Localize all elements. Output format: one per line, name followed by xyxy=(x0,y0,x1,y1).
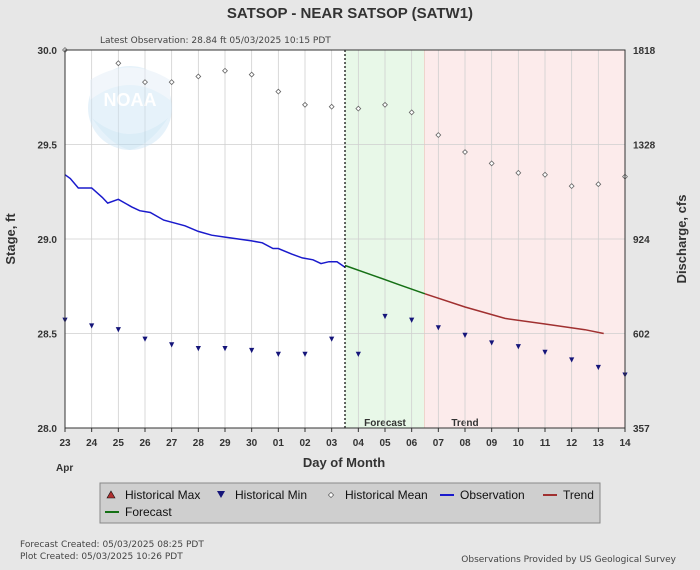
x-tick-label: 13 xyxy=(593,438,605,449)
legend-symbol-hist_max xyxy=(106,490,116,499)
x-tick-label: 06 xyxy=(406,438,418,449)
hist-min-point xyxy=(275,351,281,357)
y-tick-label: 30.0 xyxy=(38,46,58,57)
hist-mean-point xyxy=(275,88,282,95)
legend-label-hist_max: Historical Max xyxy=(125,488,200,502)
x-tick-label: 12 xyxy=(566,438,578,449)
y-tick-label: 29.5 xyxy=(38,141,58,152)
hist-mean-point xyxy=(408,109,415,116)
month-label: Apr xyxy=(56,463,73,474)
hist-min-point xyxy=(569,357,575,363)
x-tick-label: 25 xyxy=(113,438,125,449)
hist-min-point xyxy=(435,325,441,331)
hist-mean-point xyxy=(488,160,495,167)
x-tick-label: 04 xyxy=(353,438,365,449)
legend-label-hist_min: Historical Min xyxy=(235,488,307,502)
legend-box xyxy=(99,482,601,524)
hist-mean-point xyxy=(355,105,362,112)
hist-mean-point xyxy=(382,101,388,108)
hist-min-point xyxy=(169,342,175,348)
hist-min-point xyxy=(515,344,521,350)
plot-created: Plot Created: 05/03/2025 10:26 PDT xyxy=(20,552,183,562)
y2-tick-label: 924 xyxy=(633,235,650,246)
x-tick-label: 14 xyxy=(619,438,631,449)
x-tick-label: 07 xyxy=(433,438,445,449)
hist-min-point xyxy=(89,323,95,329)
y-axis-title: Stage, ft xyxy=(3,213,18,265)
hist-min-point xyxy=(142,336,148,342)
x-tick-label: 09 xyxy=(486,438,498,449)
legend-symbol-hist_mean xyxy=(327,491,335,499)
hist-min-point xyxy=(222,346,228,352)
x-tick-label: 24 xyxy=(86,438,98,449)
hist-min-point xyxy=(302,351,308,357)
hist-mean-point xyxy=(248,71,255,78)
hist-mean-point xyxy=(142,79,148,86)
hist-min-point xyxy=(329,336,335,342)
y-tick-label: 29.0 xyxy=(38,235,58,246)
hist-mean-point xyxy=(435,132,442,139)
hist-min-point xyxy=(462,332,468,338)
legend-label-forecast: Forecast xyxy=(125,505,172,519)
hist-min-point xyxy=(382,313,388,320)
legend-label-hist_mean: Historical Mean xyxy=(345,488,428,502)
x-tick-label: 05 xyxy=(379,438,391,449)
x-tick-label: 26 xyxy=(139,438,151,449)
y-tick-label: 28.5 xyxy=(38,330,58,341)
hist-mean-point xyxy=(115,60,122,67)
chart-title: SATSOP - NEAR SATSOP (SATW1) xyxy=(227,5,473,22)
forecast-created: Forecast Created: 05/03/2025 08:25 PDT xyxy=(20,540,204,550)
hist-min-point xyxy=(489,340,495,346)
plot-area: Forecast Trend NOAA xyxy=(62,47,628,429)
x-tick-label: 02 xyxy=(299,438,311,449)
x-tick-label: 03 xyxy=(326,438,338,449)
data-provider: Observations Provided by US Geological S… xyxy=(461,555,676,565)
x-axis-title: Day of Month xyxy=(303,455,385,470)
hist-mean-point xyxy=(195,73,202,80)
y2-axis-title: Discharge, cfs xyxy=(674,195,689,284)
legend: Historical Max Historical Min Historical M… xyxy=(99,482,601,524)
hist-mean-point xyxy=(515,169,522,176)
hist-mean-point xyxy=(222,67,228,74)
latest-observation: Latest Observation: 28.84 ft 05/03/2025 … xyxy=(100,36,331,46)
trend-line xyxy=(424,293,604,335)
hist-min-point xyxy=(249,347,255,354)
noaa-logo: NOAA xyxy=(88,66,172,150)
hist-mean-point xyxy=(302,101,308,108)
hist-mean-point xyxy=(328,103,335,110)
forecast-line xyxy=(344,264,426,295)
legend-label-observation: Observation xyxy=(460,488,525,502)
y-tick-label: 28.0 xyxy=(38,424,58,435)
x-tick-label: 30 xyxy=(246,438,258,449)
hist-min-point xyxy=(115,327,121,333)
hist-mean-point xyxy=(542,171,548,178)
hist-mean-point xyxy=(568,183,575,190)
hist-mean-point xyxy=(462,149,468,156)
x-tick-label: 10 xyxy=(513,438,525,449)
x-tick-label: 23 xyxy=(59,438,71,449)
hist-mean-point xyxy=(595,181,602,188)
legend-label-trend: Trend xyxy=(563,488,594,502)
hist-min-point xyxy=(542,349,548,355)
plot-frame xyxy=(64,49,626,429)
x-tick-label: 01 xyxy=(273,438,285,449)
x-tick-label: 28 xyxy=(193,438,205,449)
x-tick-label: 08 xyxy=(459,438,471,449)
y2-tick-label: 357 xyxy=(633,424,650,435)
observation-line xyxy=(64,174,346,268)
hist-min-point xyxy=(595,364,601,371)
hist-min-point xyxy=(409,317,415,323)
logo-text: NOAA xyxy=(104,90,157,110)
hist-mean-point xyxy=(168,79,175,86)
legend-symbol-hist_min xyxy=(217,491,225,498)
y2-tick-label: 1328 xyxy=(633,141,656,152)
y2-tick-label: 602 xyxy=(633,330,650,341)
y2-tick-label: 1818 xyxy=(633,46,656,57)
x-tick-label: 27 xyxy=(166,438,178,449)
hist-min-point xyxy=(355,351,361,357)
x-tick-label: 11 xyxy=(540,438,551,449)
hist-min-point xyxy=(195,346,201,352)
x-tick-label: 29 xyxy=(219,438,231,449)
